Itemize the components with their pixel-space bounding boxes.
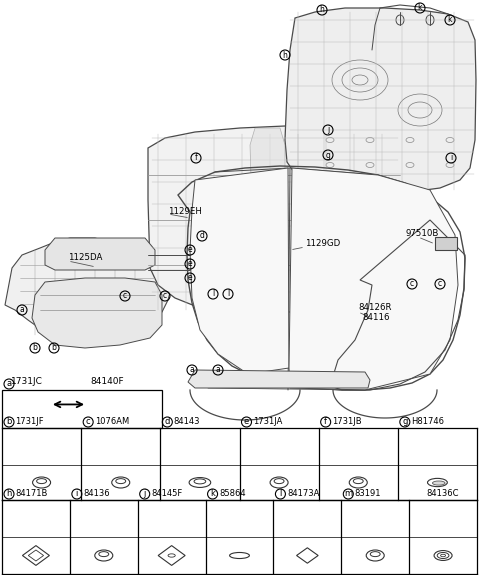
Text: 84136C: 84136C <box>427 489 459 499</box>
Text: 97510B: 97510B <box>405 229 438 239</box>
Text: e: e <box>188 259 192 269</box>
Text: c: c <box>163 292 167 301</box>
Text: 1731JA: 1731JA <box>253 417 282 427</box>
Text: 1731JC: 1731JC <box>11 377 43 385</box>
Text: 1125DA: 1125DA <box>68 254 102 263</box>
Polygon shape <box>289 168 458 390</box>
Text: l: l <box>227 289 229 298</box>
Text: 1076AM: 1076AM <box>95 417 129 427</box>
Polygon shape <box>45 238 155 270</box>
Text: j: j <box>144 489 146 499</box>
Polygon shape <box>5 238 172 342</box>
Text: c: c <box>410 279 414 289</box>
Text: a: a <box>20 305 24 315</box>
Text: c: c <box>86 417 90 427</box>
Text: a: a <box>190 366 194 374</box>
Text: k: k <box>210 489 215 499</box>
Text: j: j <box>327 125 329 135</box>
Text: c: c <box>123 292 127 301</box>
Text: 84140F: 84140F <box>90 377 124 385</box>
Bar <box>2 390 162 428</box>
Text: b: b <box>6 417 12 427</box>
Text: k: k <box>448 16 452 25</box>
Text: 84136: 84136 <box>84 489 110 499</box>
Text: 83191: 83191 <box>355 489 381 499</box>
Polygon shape <box>250 128 285 310</box>
Ellipse shape <box>432 481 445 485</box>
Text: f: f <box>324 417 327 427</box>
Text: h: h <box>283 51 288 59</box>
Text: k: k <box>418 3 422 13</box>
Text: 84171B: 84171B <box>15 489 48 499</box>
Text: i: i <box>450 154 452 163</box>
Text: 85864: 85864 <box>219 489 246 499</box>
Text: 84145F: 84145F <box>151 489 182 499</box>
Text: 1731JB: 1731JB <box>332 417 362 427</box>
Text: 84126R: 84126R <box>358 302 392 312</box>
Text: c: c <box>438 279 442 289</box>
Text: e: e <box>188 274 192 282</box>
Polygon shape <box>190 168 289 374</box>
Text: b: b <box>51 343 57 352</box>
Polygon shape <box>285 8 476 192</box>
Text: g: g <box>325 151 330 159</box>
Text: h: h <box>6 489 12 499</box>
Text: H81746: H81746 <box>411 417 444 427</box>
Text: 1129GD: 1129GD <box>305 240 340 248</box>
Text: 84116: 84116 <box>362 313 389 323</box>
Text: 84143: 84143 <box>174 417 200 427</box>
Text: h: h <box>320 6 324 14</box>
Text: e: e <box>244 417 249 427</box>
FancyBboxPatch shape <box>435 237 457 250</box>
Text: l: l <box>279 489 282 499</box>
Text: a: a <box>6 380 12 389</box>
Polygon shape <box>188 370 370 388</box>
Text: 84173A: 84173A <box>287 489 319 499</box>
Text: g: g <box>402 417 408 427</box>
Text: e: e <box>188 246 192 255</box>
Text: d: d <box>200 232 204 240</box>
Text: l: l <box>212 289 214 298</box>
Text: 1129EH: 1129EH <box>168 206 202 216</box>
Text: a: a <box>216 366 220 374</box>
Polygon shape <box>148 126 400 312</box>
Text: f: f <box>194 154 197 163</box>
Text: b: b <box>33 343 37 352</box>
Text: d: d <box>165 417 170 427</box>
Text: m: m <box>344 489 352 499</box>
Text: i: i <box>76 489 78 499</box>
Polygon shape <box>32 278 162 348</box>
Text: 1731JF: 1731JF <box>15 417 44 427</box>
